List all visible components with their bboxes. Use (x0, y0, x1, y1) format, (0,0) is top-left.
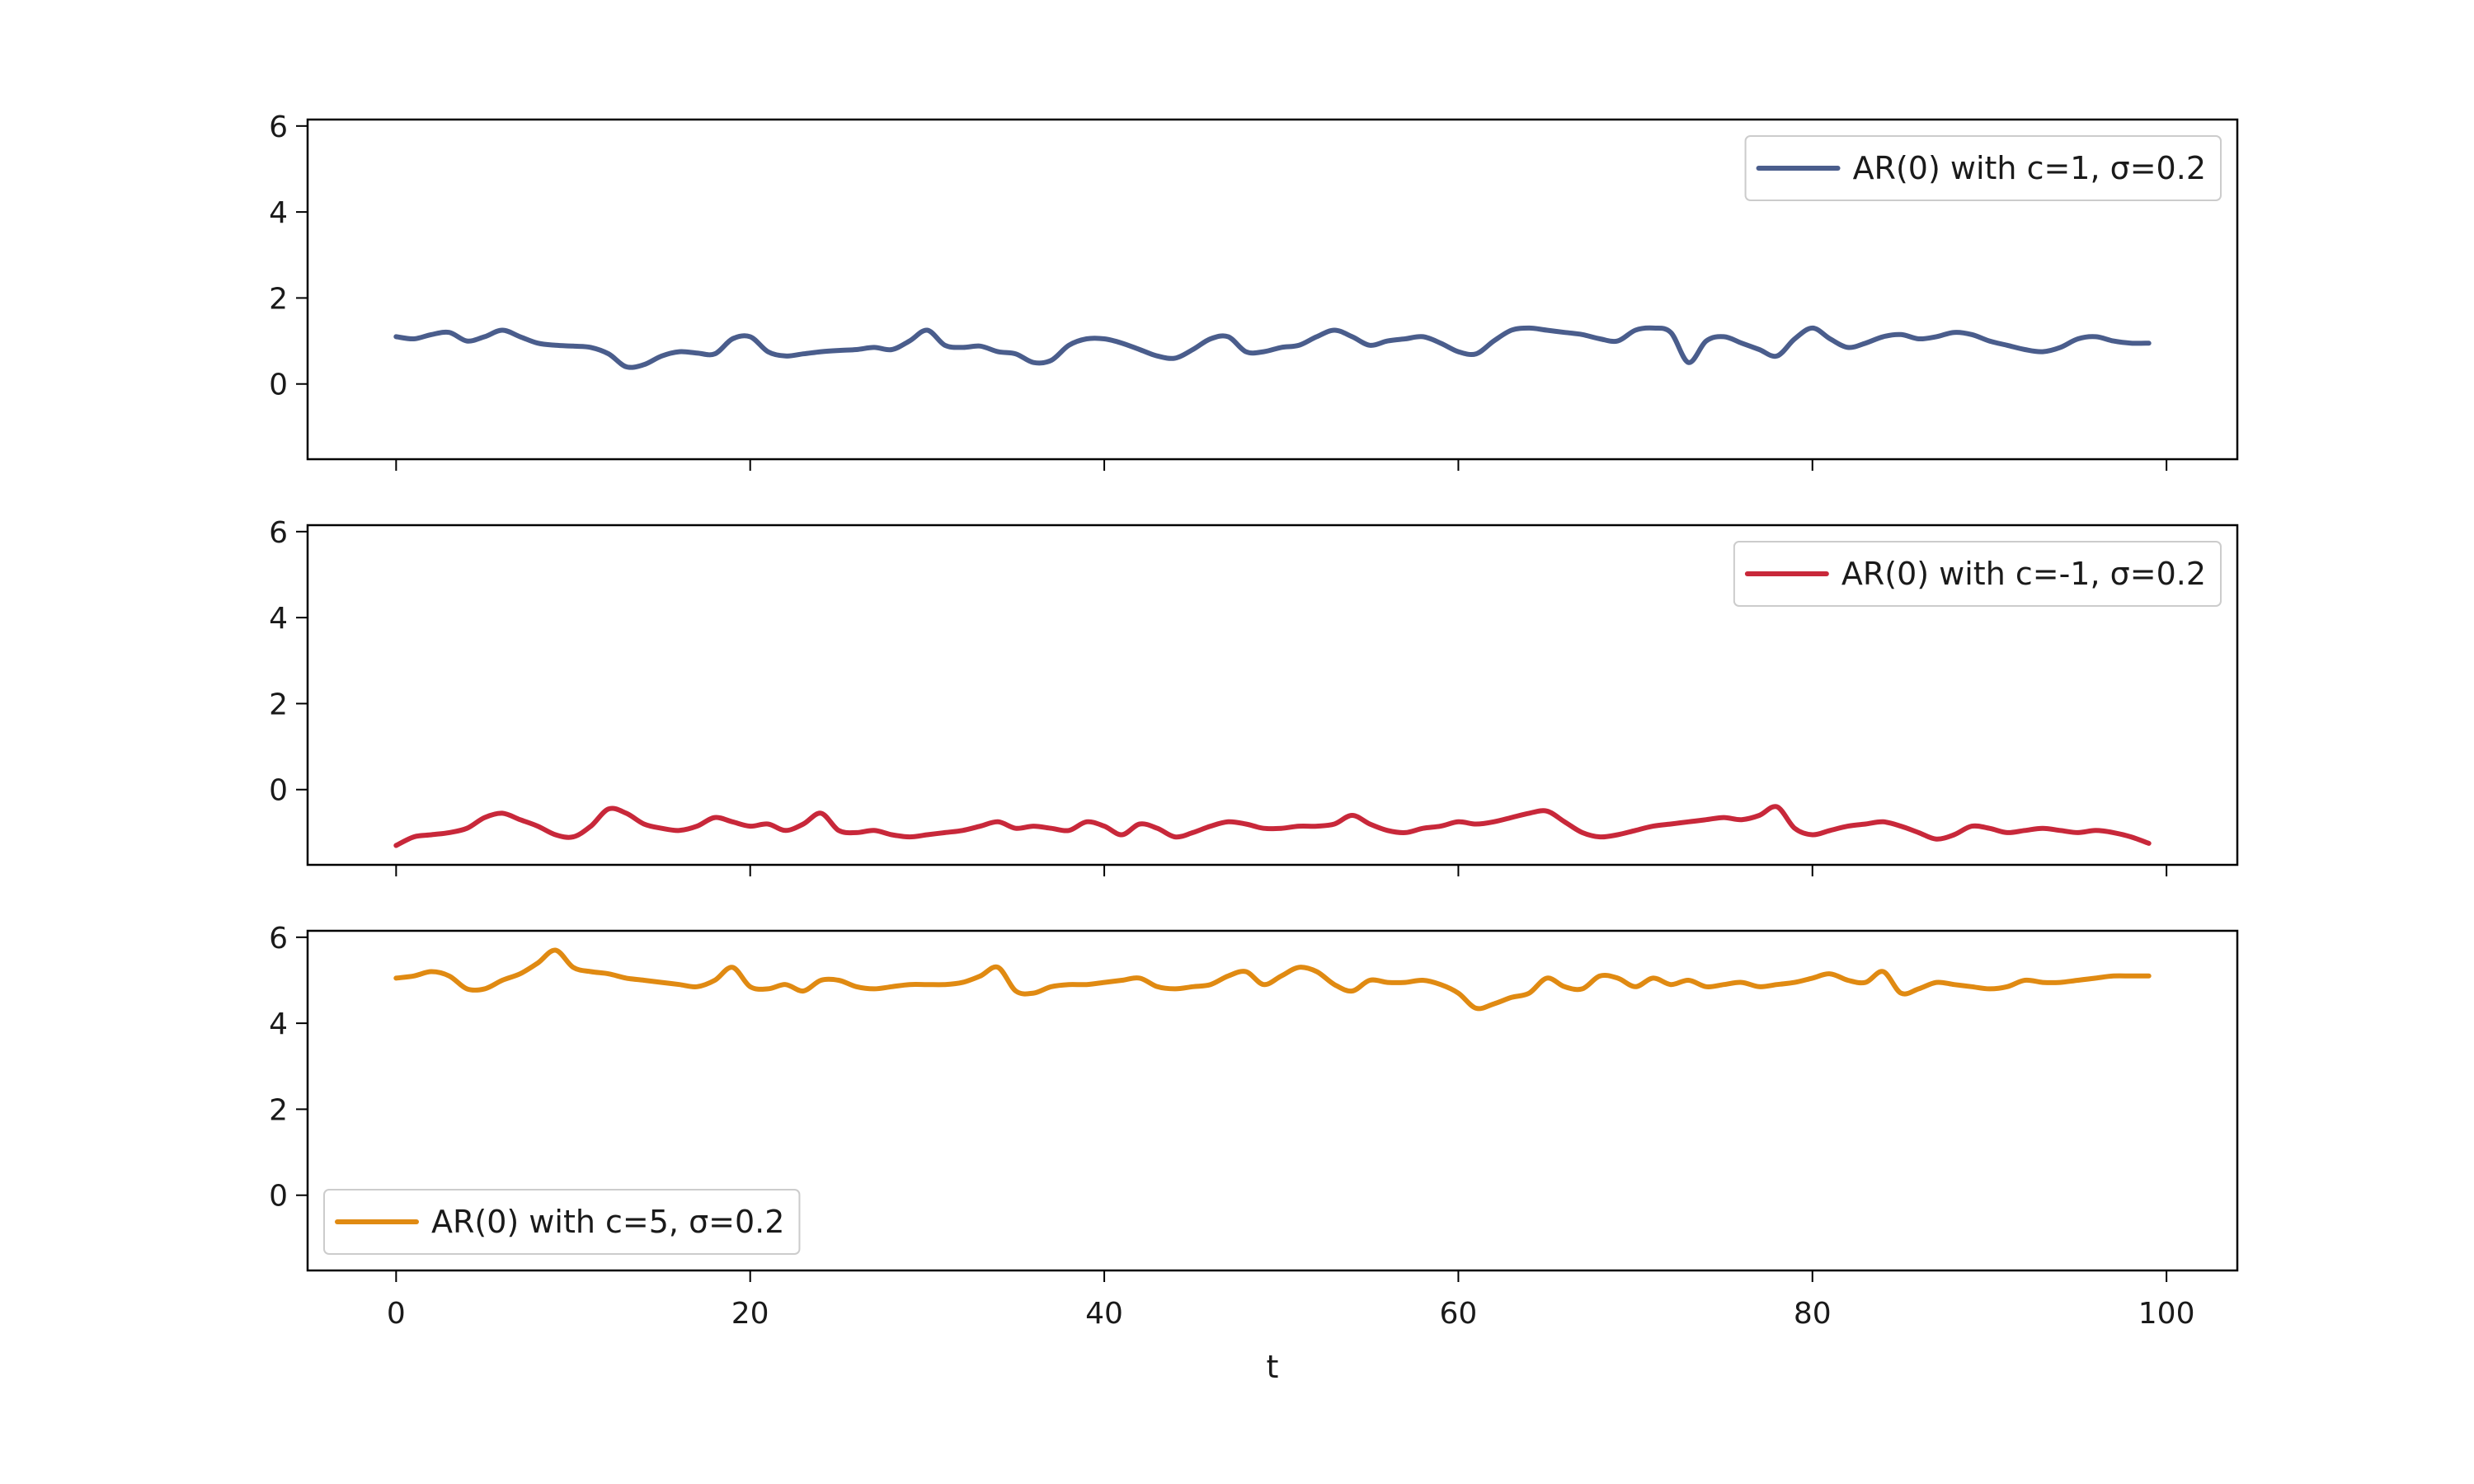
series-line-2 (393, 804, 2152, 848)
x-axis: 0 20 40 60 80 100 t (387, 1297, 2195, 1385)
axes-frame (306, 929, 2239, 1272)
legend: AR(0) with c=5, σ=0.2 (323, 1189, 801, 1255)
y-tick-label: 6 (269, 922, 288, 956)
axes-frame (306, 118, 2239, 461)
y-tick-label: 2 (269, 688, 288, 721)
subplots: 0 2 4 6 AR(0) with c=1, σ=0.2 0 2 4 6 AR(0) with … (269, 110, 2239, 1282)
legend-label: AR(0) with c=1, σ=0.2 (1853, 150, 2206, 186)
legend: AR(0) with c=1, σ=0.2 (1744, 135, 2222, 201)
y-tick-label: 4 (269, 196, 288, 230)
y-tick-label: 6 (269, 110, 288, 144)
series-line-3 (393, 947, 2152, 1012)
x-tick-label: 40 (1085, 1297, 1123, 1331)
subplot-3: 0 2 4 6 AR(0) with c=5, σ=0.2 (269, 922, 2239, 1282)
x-tick-label: 20 (731, 1297, 769, 1331)
y-tick-label: 2 (269, 1093, 288, 1127)
legend-box (1733, 541, 2222, 607)
subplot-2: 0 2 4 6 AR(0) with c=-1, σ=0.2 (269, 516, 2239, 876)
y-tick-label: 4 (269, 1007, 288, 1041)
series-line-1 (393, 325, 2152, 370)
subplot-1: 0 2 4 6 AR(0) with c=1, σ=0.2 (269, 110, 2239, 471)
y-tick-label: 0 (269, 774, 288, 808)
y-tick-label: 2 (269, 282, 288, 316)
y-tick-label: 0 (269, 1180, 288, 1214)
x-tick-label: 100 (2138, 1297, 2195, 1331)
y-tick-label: 6 (269, 516, 288, 550)
x-tick-label: 60 (1440, 1297, 1478, 1331)
y-tick-label: 4 (269, 602, 288, 636)
legend-box (1744, 135, 2222, 201)
axes-frame (306, 524, 2239, 866)
legend-box (323, 1189, 801, 1255)
legend-label: AR(0) with c=5, σ=0.2 (431, 1204, 784, 1240)
y-tick-label: 0 (269, 369, 288, 402)
legend: AR(0) with c=-1, σ=0.2 (1733, 541, 2222, 607)
legend-label: AR(0) with c=-1, σ=0.2 (1841, 556, 2206, 592)
x-tick-label: 0 (387, 1297, 406, 1331)
x-tick-label: 80 (1794, 1297, 1832, 1331)
x-axis-title: t (1267, 1349, 1279, 1385)
